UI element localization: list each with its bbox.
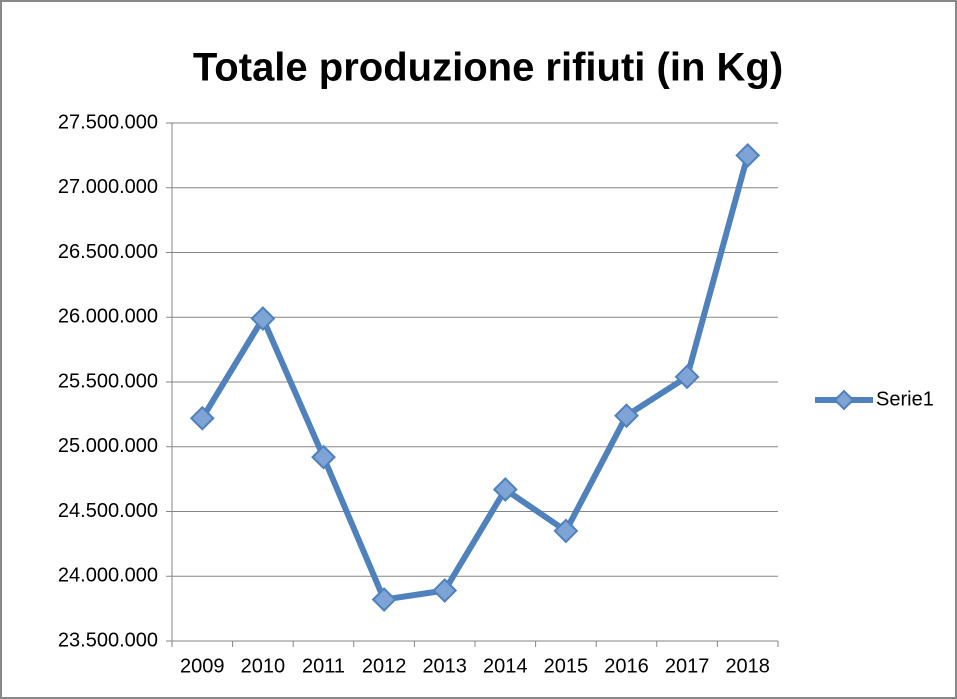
y-tick-label: 27.500.000 [58,111,158,133]
y-tick-label: 24.000.000 [58,565,158,587]
data-marker [492,477,518,502]
y-tick-label: 25.000.000 [58,435,158,457]
x-tick-label: 2013 [422,655,467,677]
x-tick-label: 2014 [483,655,528,677]
data-marker [250,306,276,331]
x-tick-label: 2011 [302,655,345,677]
y-tick-label: 25.500.000 [58,370,158,392]
data-marker [371,587,397,612]
y-tick-label: 23.500.000 [58,629,158,651]
x-tick-label: 2010 [241,655,286,677]
data-marker [674,364,700,390]
x-tick-label: 2015 [544,655,589,677]
x-tick-label: 2012 [362,655,407,677]
data-marker [311,444,336,470]
y-tick-label: 26.500.000 [58,241,158,263]
data-marker [553,518,579,544]
x-tick-label: 2018 [725,655,770,677]
legend-marker [833,389,855,411]
data-marker [432,578,458,603]
chart-title: Totale produzione rifiuti (in Kg) [193,46,783,90]
y-tick-label: 26.000.000 [58,306,158,328]
data-marker [189,405,215,431]
x-tick-label: 2009 [180,655,225,677]
x-tick-label: 2016 [604,655,649,677]
data-marker [614,403,639,429]
x-tick-label: 2017 [665,655,710,677]
y-tick-label: 27.000.000 [58,176,158,198]
series-line [199,154,751,603]
data-marker [735,142,761,168]
y-tick-label: 24.500.000 [58,500,158,522]
legend-label: Serie1 [876,388,934,410]
